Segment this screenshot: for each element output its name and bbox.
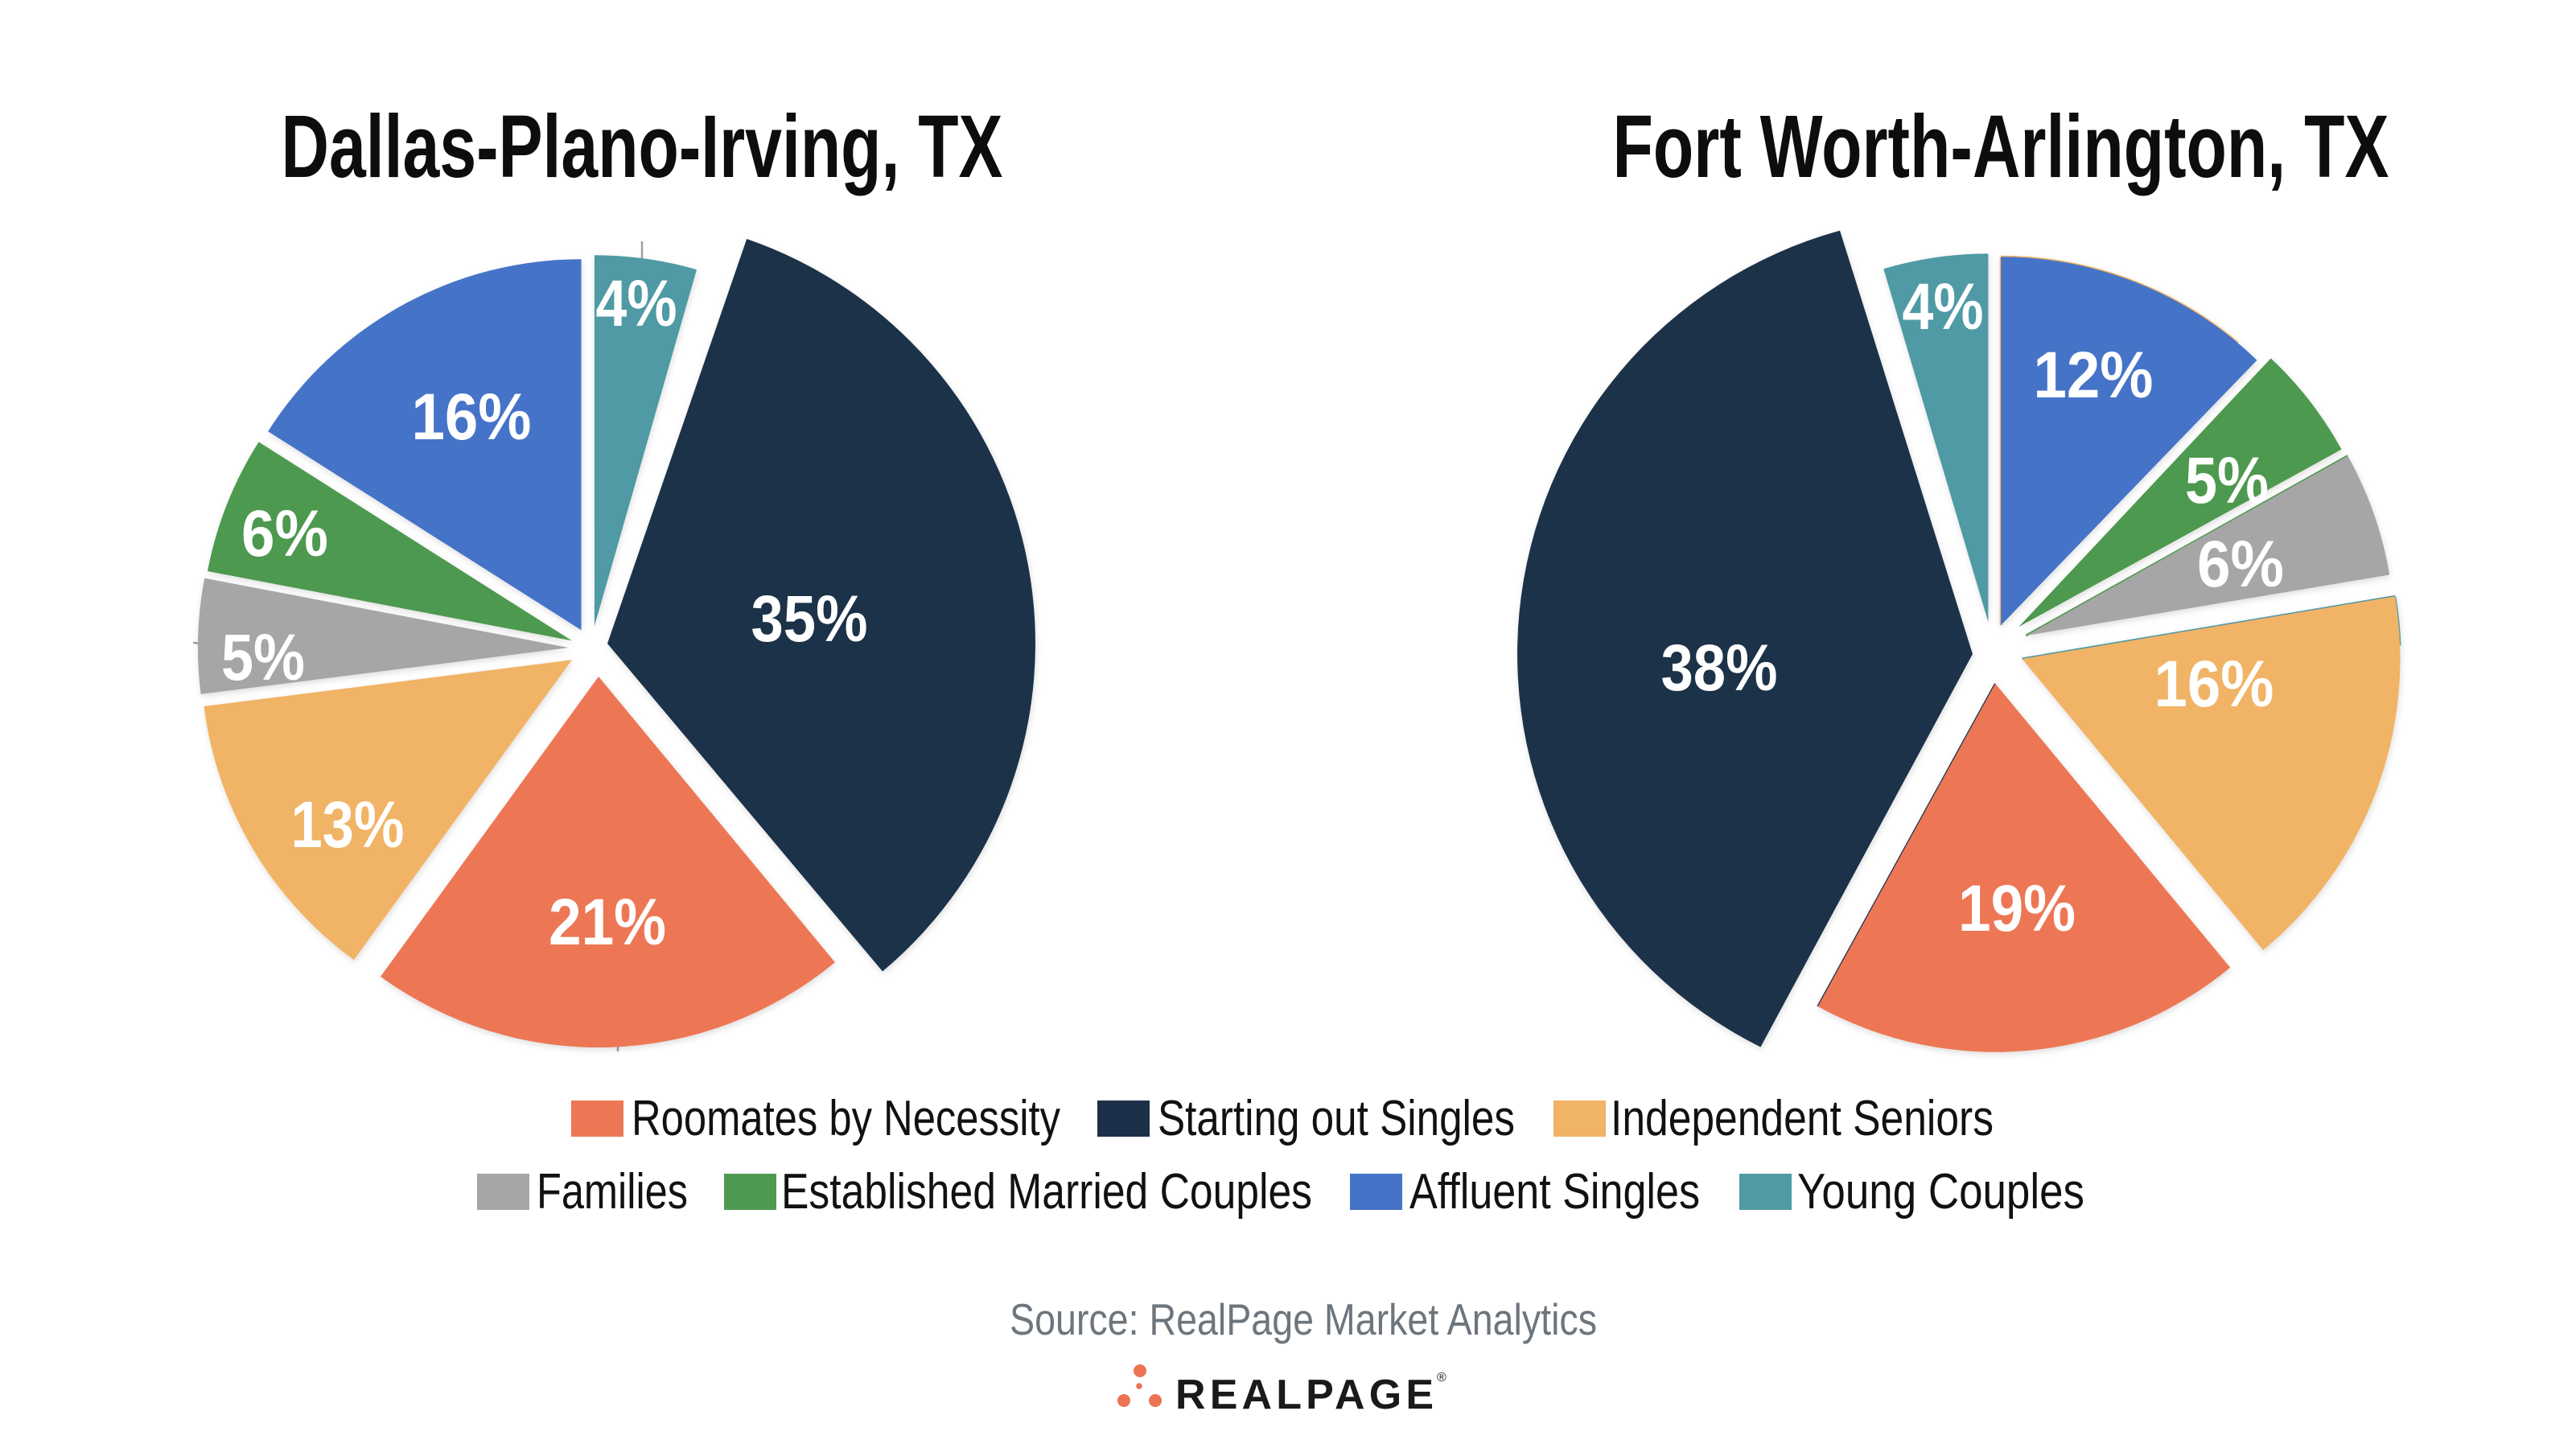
svg-text:4%: 4% — [596, 267, 677, 340]
svg-text:Fort Worth-Arlington, TX: Fort Worth-Arlington, TX — [1613, 97, 2389, 196]
svg-text:6%: 6% — [2197, 528, 2284, 601]
svg-text:38%: 38% — [1661, 631, 1778, 705]
svg-text:5%: 5% — [2185, 444, 2269, 517]
svg-text:13%: 13% — [291, 788, 405, 862]
svg-text:Families: Families — [537, 1164, 688, 1220]
svg-text:16%: 16% — [412, 381, 532, 454]
svg-text:6%: 6% — [241, 497, 328, 570]
svg-text:Young Couples: Young Couples — [1797, 1164, 2084, 1220]
svg-text:Starting out Singles: Starting out Singles — [1158, 1091, 1515, 1146]
svg-text:5%: 5% — [221, 621, 305, 694]
svg-text:Source: RealPage Market Analyt: Source: RealPage Market Analytics — [1010, 1294, 1597, 1344]
svg-text:Dallas-Plano-Irving, TX: Dallas-Plano-Irving, TX — [282, 97, 1003, 196]
svg-text:Roomates by Necessity: Roomates by Necessity — [632, 1091, 1060, 1146]
svg-text:Independent Seniors: Independent Seniors — [1611, 1091, 1994, 1146]
svg-text:35%: 35% — [751, 582, 868, 656]
svg-text:19%: 19% — [1958, 872, 2076, 945]
svg-text:Affluent Singles: Affluent Singles — [1409, 1164, 1700, 1220]
svg-text:®: ® — [1437, 1371, 1446, 1384]
svg-text:Established Married Couples: Established Married Couples — [781, 1164, 1312, 1220]
svg-text:12%: 12% — [2034, 339, 2154, 412]
svg-text:16%: 16% — [2154, 648, 2274, 721]
svg-text:21%: 21% — [549, 886, 666, 959]
svg-text:4%: 4% — [1903, 270, 1984, 344]
